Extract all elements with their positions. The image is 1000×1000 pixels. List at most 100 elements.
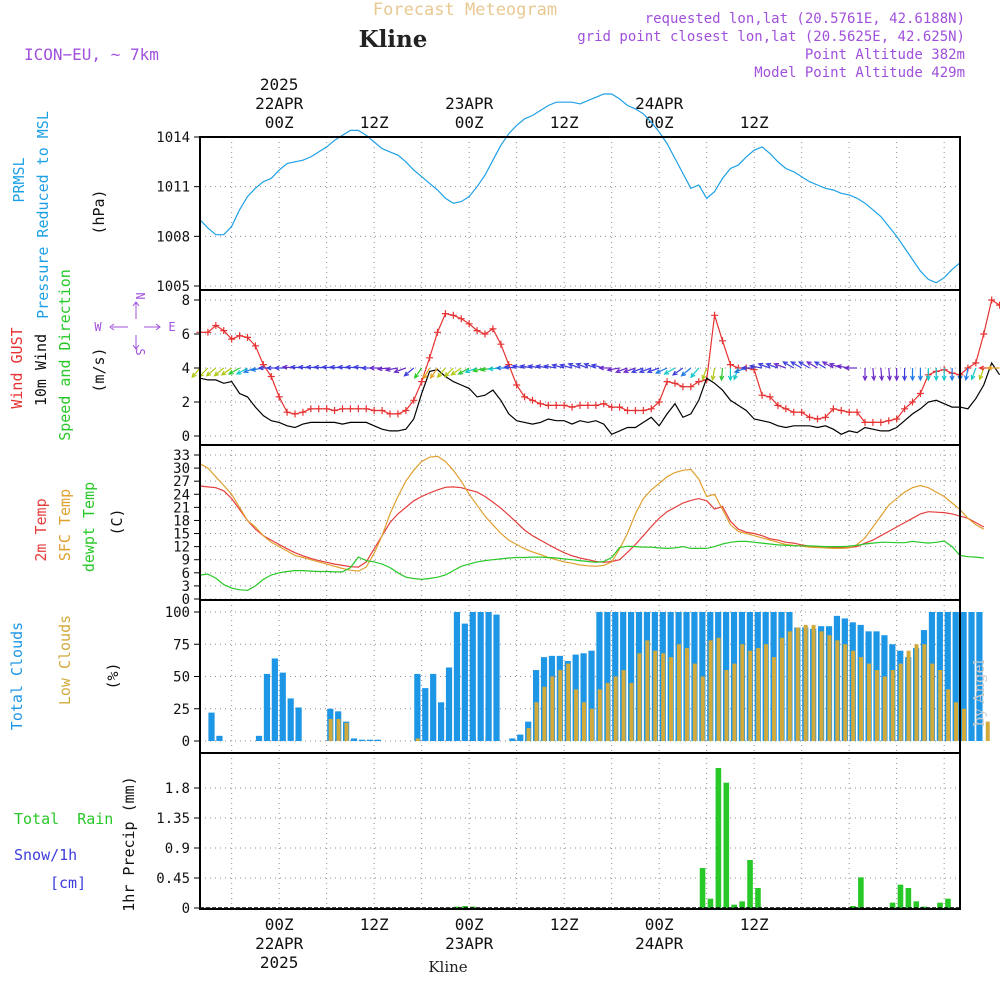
wind-arrow-head [329,364,335,370]
low-cloud-bar [526,728,531,741]
wind-arrow-shaft [750,365,763,369]
total-cloud-bar [287,698,294,741]
gust-point [489,325,497,333]
wind-arrow-shaft [822,361,834,369]
total-cloud-bar [944,612,951,741]
wind-arrow-head [519,364,526,370]
pressure-label-line2: Pressure Reduced to MSL [34,111,52,319]
wind-arrow-shaft [560,364,573,369]
gust-point [236,332,244,340]
wind-arrow-head [970,374,976,381]
compass-w: W [94,320,102,334]
wind-arrow-head [429,373,435,379]
wind-arrow-head [443,372,450,378]
gust-point [346,405,354,413]
gust-point [529,396,536,404]
low-cloud-bar [890,670,895,741]
wind-arrow-shaft [664,367,676,375]
gust-point [481,330,489,338]
gust-point [434,328,441,336]
wind-arrow-head [757,362,764,368]
wind-arrow-head [422,373,428,380]
low-cloud-bar [534,702,539,741]
wind-arrow-head [191,372,197,379]
wind-arrow-shaft [790,361,802,369]
wind-arrow-head [213,371,220,377]
total-cloud-bar [414,673,421,741]
gust-point [624,407,631,414]
point-altitude: Point Altitude 382m [805,47,965,63]
wind-arrow-shaft [681,367,692,377]
wind-arrow-head [205,371,212,377]
gust-point [220,327,228,335]
gust-point [370,407,378,414]
wind-arrow-head [910,375,915,382]
wind-arrow-head [710,375,716,382]
compass-s: S [133,348,147,355]
wind-arrow-shaft [423,367,431,379]
meteogram-title: Forecast Meteogram [373,0,557,20]
wind-arrow-head [828,362,835,368]
low-cloud-bar [772,657,776,741]
low-cloud-bar [827,635,832,741]
low-cloud-bar [669,657,674,741]
wind-arrow-head [765,362,772,368]
wind-arrow-shaft [404,367,415,377]
wind-ytick-label: 6 [182,327,190,343]
wind-arrow-shaft [774,363,787,369]
gust-point [837,407,845,414]
wind-arrow-head [871,375,877,382]
gust-point [402,407,410,414]
rain-bar [715,768,722,908]
total-cloud-bar [628,612,635,741]
wind-arrow-head [242,368,249,374]
clouds-grid [200,600,960,753]
wind-arrow-head [821,361,828,367]
total-cloud-bar [469,612,476,741]
pressure-unit: (hPa) [90,189,108,234]
wind-ytick-label: 0 [182,429,190,445]
wind-arrow-head [393,368,400,374]
wind-arrow-head [368,365,375,371]
wind-arrow-head [917,375,923,382]
wind-arrow-head [413,373,420,379]
gust-point [600,400,608,408]
wind-arrow-head [701,374,707,381]
gust-point [362,405,370,413]
precip-marks [200,768,960,909]
gust-point [711,311,719,319]
gust-point [631,407,639,414]
precip-unit: 1hr Precip (mm) [120,776,138,911]
wind-arrow-head [273,365,280,371]
gust-point [798,408,806,416]
gust-point [988,296,996,304]
precip-grid [200,753,960,909]
gust-point [244,333,251,341]
gust-point [774,401,782,409]
low-cloud-bar [930,663,935,741]
wind-arrow-head [472,367,478,373]
total-cloud-bar [216,735,223,741]
gust-point [663,378,671,386]
wind-arrow-head [813,361,820,367]
gust-point [687,383,695,391]
temperature-ytick-label: 21 [173,500,190,516]
precip-frame-rect [199,752,961,910]
bottom-axis-label: 12Z [550,915,579,934]
low-cloud-bar [954,702,959,741]
wind-arrow-head [630,368,637,374]
precip-ytick-label: 0.45 [156,871,190,887]
total-clouds-label: Total Clouds [8,622,26,730]
gust-point [814,415,821,423]
wind-arrow-shaft [385,367,399,371]
rain-bar [905,888,912,908]
wind-arrow-head [559,363,566,369]
wind-arrow-head [265,365,272,371]
gust-point [766,393,774,401]
low-cloud-bar [867,663,871,741]
gust-point [616,403,624,411]
top-axis-label: 00Z [645,113,674,132]
rain-bar [755,888,761,908]
wind-arrow-head [220,370,227,376]
